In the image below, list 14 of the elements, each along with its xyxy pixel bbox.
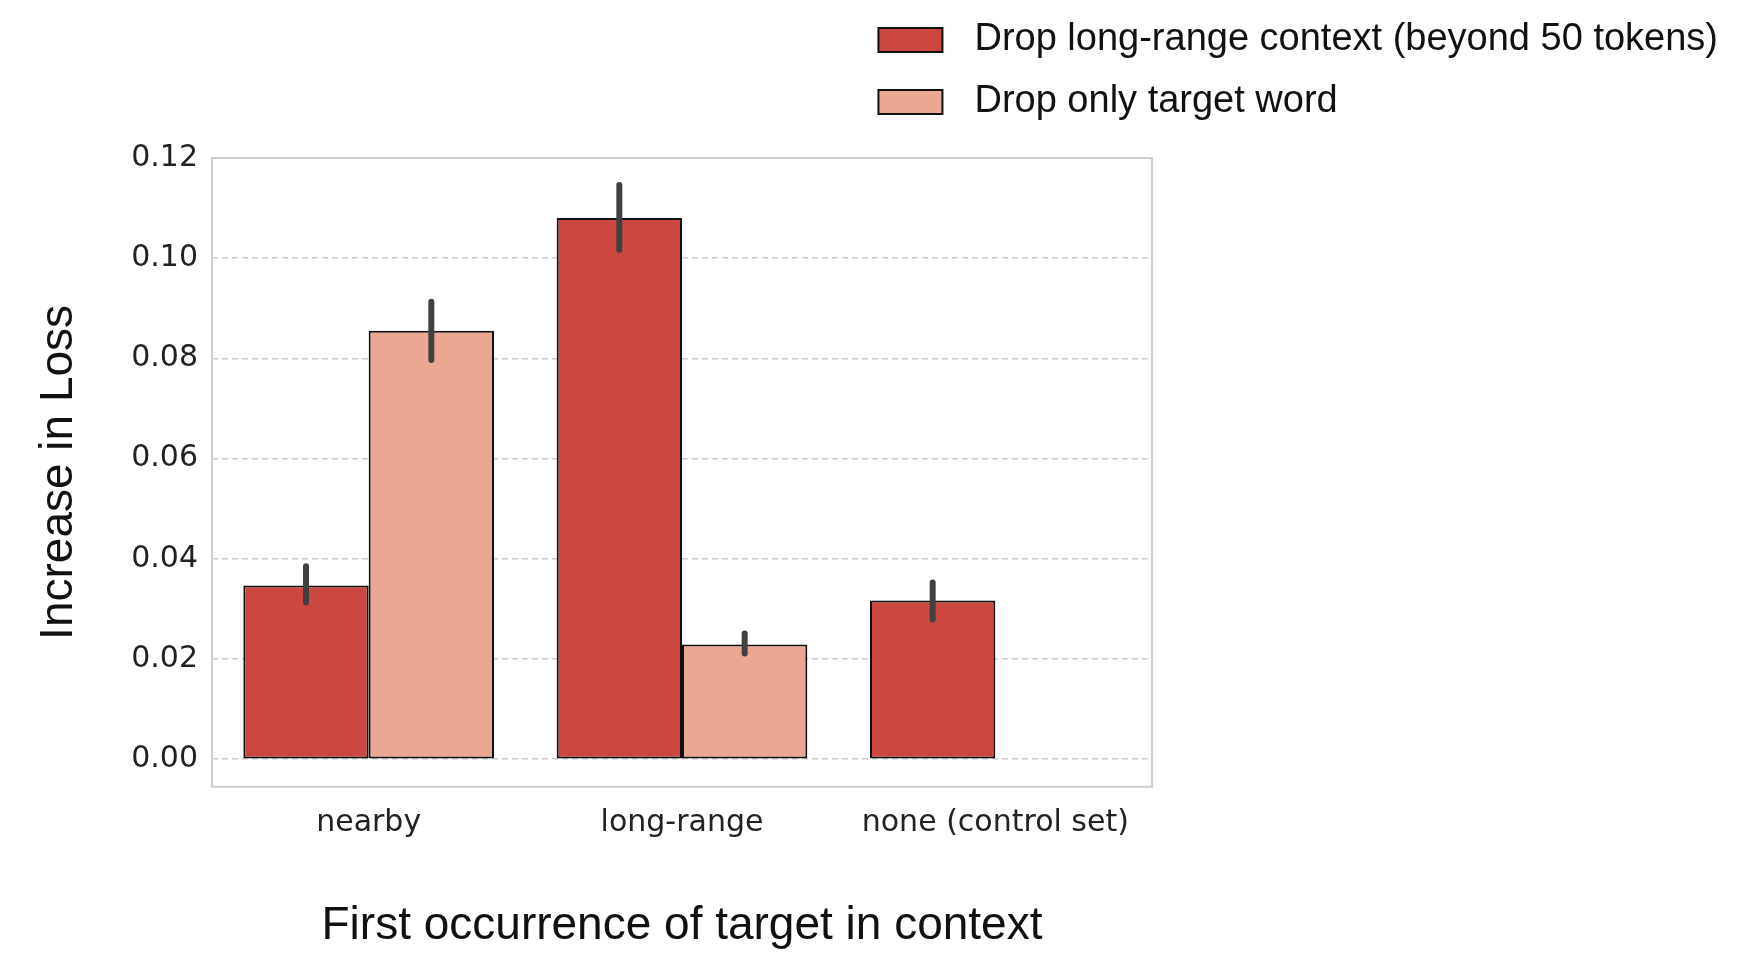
legend-label: Drop long-range context (beyond 50 tokens) (974, 16, 1718, 59)
x-tick-label: nearby (316, 802, 422, 838)
legend-label: Drop only target word (974, 78, 1338, 121)
x-axis-title: First occurrence of target in context (321, 897, 1043, 950)
x-tick-label: none (control set) (861, 802, 1129, 838)
y-tick-label: 0.12 (131, 137, 198, 173)
y-tick-label: 0.04 (131, 538, 198, 574)
x-tick-label: long-range (600, 802, 764, 838)
y-tick-label: 0.10 (131, 238, 198, 273)
y-tick-label: 0.08 (131, 338, 198, 374)
y-tick-label: 0.02 (131, 638, 198, 674)
y-tick-label: 0.06 (131, 438, 198, 474)
y-axis-title: Increase in Loss (30, 304, 83, 640)
y-tick-label: 0.00 (131, 739, 198, 775)
